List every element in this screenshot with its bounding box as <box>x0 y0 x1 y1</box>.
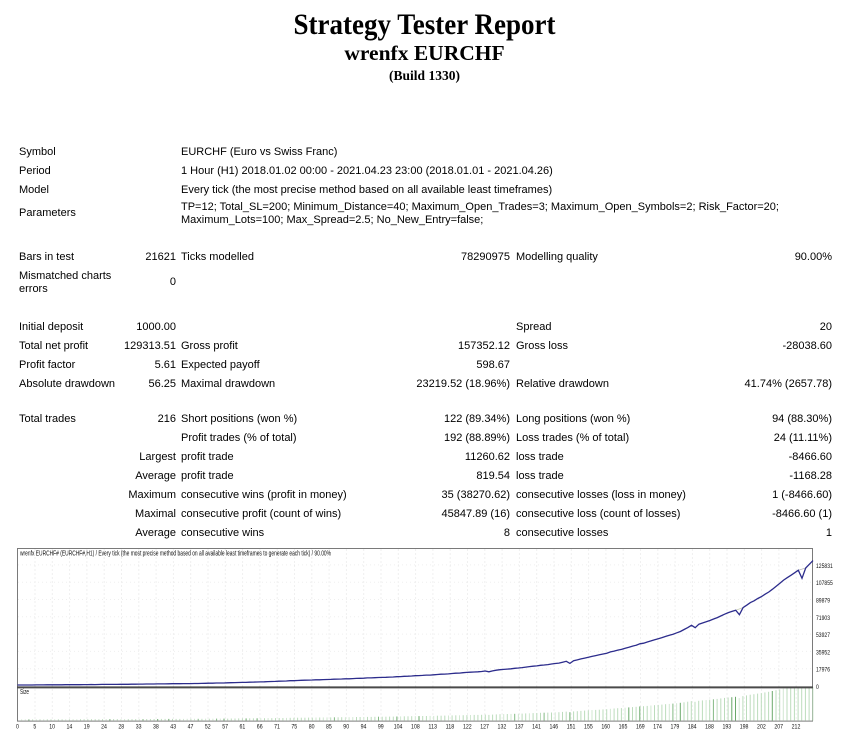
svg-text:19: 19 <box>84 723 90 730</box>
svg-text:17976: 17976 <box>816 667 830 674</box>
svg-text:80: 80 <box>309 723 315 730</box>
svg-text:184: 184 <box>688 723 697 730</box>
svg-text:89879: 89879 <box>816 598 830 605</box>
svg-text:108: 108 <box>411 723 420 730</box>
svg-text:212: 212 <box>792 723 801 730</box>
svg-text:Size: Size <box>20 689 29 696</box>
svg-text:155: 155 <box>584 723 593 730</box>
svg-text:202: 202 <box>757 723 766 730</box>
svg-text:146: 146 <box>549 723 558 730</box>
svg-text:107855: 107855 <box>816 580 833 587</box>
svg-text:127: 127 <box>480 723 489 730</box>
svg-text:132: 132 <box>498 723 507 730</box>
svg-text:198: 198 <box>740 723 749 730</box>
svg-text:94: 94 <box>361 723 367 730</box>
svg-text:14: 14 <box>67 723 73 730</box>
svg-text:193: 193 <box>722 723 731 730</box>
svg-text:113: 113 <box>428 723 437 730</box>
svg-text:0: 0 <box>816 684 819 691</box>
svg-text:174: 174 <box>653 723 662 730</box>
svg-text:57: 57 <box>222 723 228 730</box>
svg-text:85: 85 <box>326 723 332 730</box>
svg-text:137: 137 <box>515 723 524 730</box>
svg-text:53927: 53927 <box>816 632 830 639</box>
svg-text:75: 75 <box>291 723 297 730</box>
svg-text:43: 43 <box>170 723 176 730</box>
svg-text:160: 160 <box>601 723 610 730</box>
svg-text:122: 122 <box>463 723 472 730</box>
svg-text:90: 90 <box>343 723 349 730</box>
svg-text:179: 179 <box>671 723 680 730</box>
svg-text:wrenfx EURCHF# (EURCHF#,H1) /: wrenfx EURCHF# (EURCHF#,H1) / Every tick… <box>19 550 331 557</box>
svg-text:151: 151 <box>567 723 576 730</box>
svg-text:141: 141 <box>532 723 541 730</box>
svg-text:47: 47 <box>188 723 194 730</box>
svg-text:188: 188 <box>705 723 714 730</box>
svg-text:35952: 35952 <box>816 649 830 656</box>
svg-text:61: 61 <box>240 723 246 730</box>
svg-text:71: 71 <box>274 723 280 730</box>
svg-text:99: 99 <box>378 723 384 730</box>
svg-text:125831: 125831 <box>816 563 833 570</box>
svg-text:165: 165 <box>619 723 628 730</box>
svg-text:38: 38 <box>153 723 159 730</box>
svg-text:104: 104 <box>394 723 403 730</box>
svg-text:0: 0 <box>16 723 19 730</box>
svg-text:24: 24 <box>101 723 107 730</box>
svg-text:52: 52 <box>205 723 211 730</box>
svg-text:71903: 71903 <box>816 615 830 622</box>
svg-text:66: 66 <box>257 723 263 730</box>
svg-text:207: 207 <box>774 723 783 730</box>
svg-text:5: 5 <box>33 723 36 730</box>
svg-text:33: 33 <box>136 723 142 730</box>
svg-text:169: 169 <box>636 723 645 730</box>
svg-text:28: 28 <box>118 723 124 730</box>
svg-text:118: 118 <box>446 723 455 730</box>
svg-text:10: 10 <box>49 723 55 730</box>
